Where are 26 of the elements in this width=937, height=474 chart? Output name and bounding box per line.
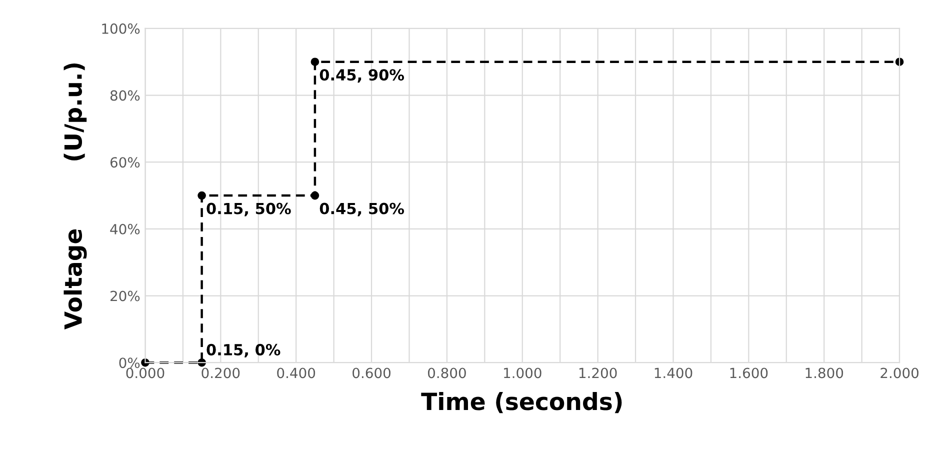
x-tick-label: 1.600 xyxy=(730,368,768,378)
x-tick-label: 0.400 xyxy=(277,368,316,378)
point xyxy=(310,58,320,66)
x-tick-label: 1.000 xyxy=(504,368,542,378)
data-label: 0.45, 90% xyxy=(320,69,404,83)
x-tick-label: 0.200 xyxy=(202,368,240,378)
point xyxy=(310,191,320,200)
y-axis-title: Voltage (U/p.u.) xyxy=(64,63,87,330)
x-tick-label: 1.400 xyxy=(654,368,692,378)
x-tick-label: 0.800 xyxy=(428,368,466,378)
x-tick-label: 0.000 xyxy=(126,368,164,378)
y-tick-label: 40% xyxy=(110,224,140,234)
y-tick-label: 100% xyxy=(102,23,140,34)
y-tick-label: 20% xyxy=(110,290,140,302)
y-tick-label: 0% xyxy=(119,358,140,368)
y-tick-label: 80% xyxy=(110,90,140,101)
data-label: 0.15, 0% xyxy=(206,344,280,358)
point xyxy=(198,191,206,200)
x-tick-label: 1.800 xyxy=(806,368,844,378)
y-tick-label: 60% xyxy=(110,157,140,168)
x-tick-label: 1.200 xyxy=(579,368,617,378)
data-label: 0.15, 50% xyxy=(206,202,291,216)
x-tick-label: 0.600 xyxy=(352,368,390,378)
x-axis-title: Time (seconds) xyxy=(421,392,622,414)
x-tick-label: 2.000 xyxy=(880,368,918,378)
data-label: 0.45, 50% xyxy=(320,202,404,216)
